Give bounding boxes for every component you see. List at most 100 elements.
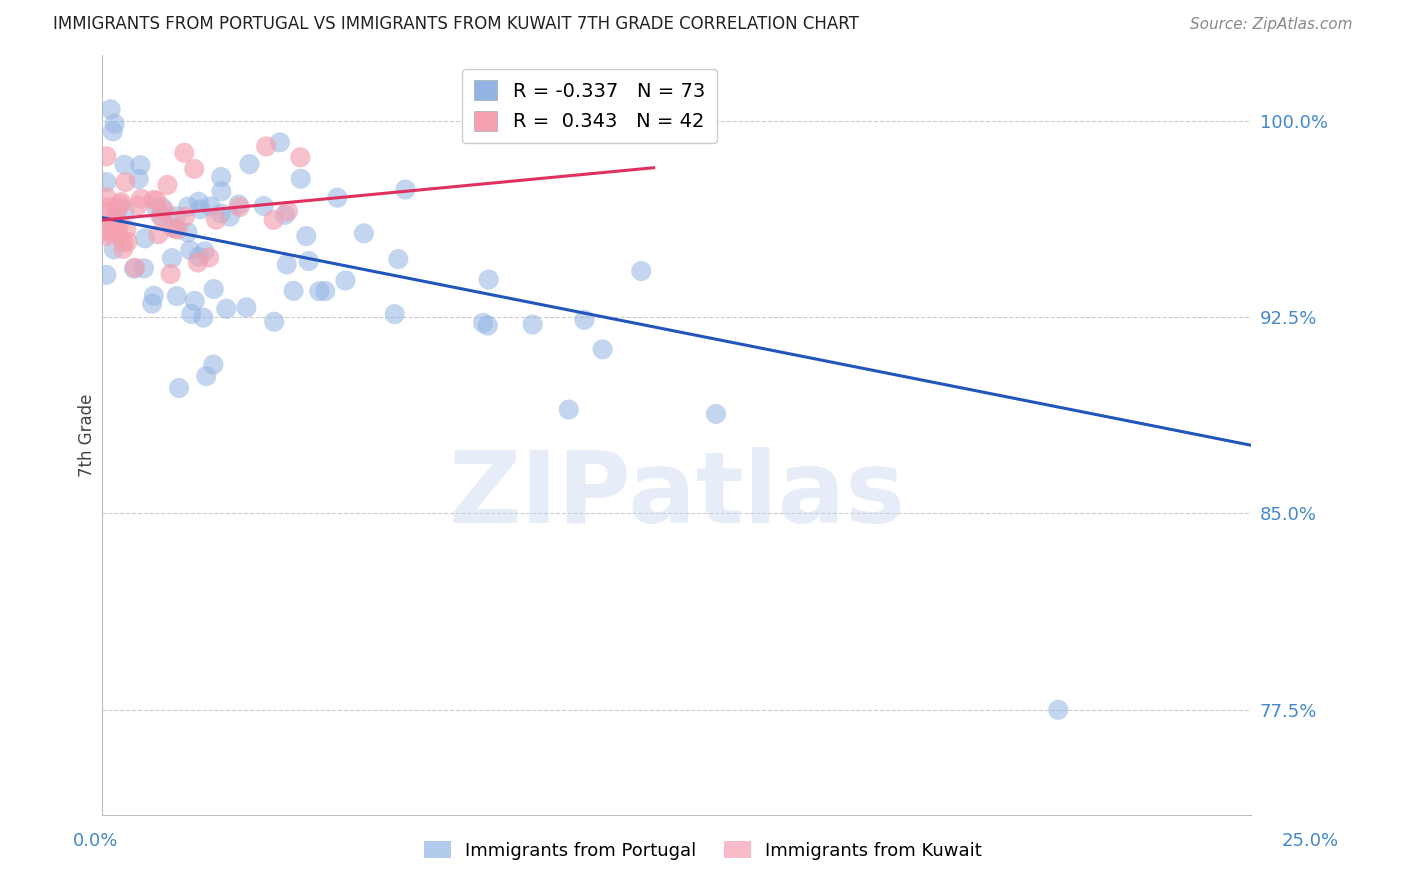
- Point: [96, 200, 118, 214]
- Point: [277, 204, 299, 219]
- Point: [235, 301, 257, 315]
- Point: [96, 175, 118, 189]
- Point: [149, 210, 172, 224]
- Point: [295, 229, 318, 244]
- Point: [592, 343, 614, 357]
- Point: [142, 288, 165, 302]
- Point: [353, 227, 375, 241]
- Point: [96, 206, 118, 220]
- Point: [202, 282, 225, 296]
- Point: [134, 231, 156, 245]
- Point: [209, 169, 232, 184]
- Point: [193, 310, 215, 325]
- Point: [96, 229, 118, 244]
- Point: [187, 194, 209, 209]
- Point: [630, 264, 652, 278]
- Point: [253, 199, 276, 213]
- Point: [105, 204, 128, 219]
- Point: [254, 139, 277, 153]
- Point: [218, 210, 240, 224]
- Point: [228, 197, 250, 211]
- Point: [107, 201, 129, 215]
- Point: [394, 182, 416, 196]
- Point: [96, 225, 118, 239]
- Point: [129, 158, 152, 172]
- Point: [114, 158, 136, 172]
- Point: [159, 267, 181, 281]
- Point: [108, 197, 131, 211]
- Point: [290, 150, 312, 164]
- Point: [114, 175, 136, 189]
- Point: [165, 221, 187, 235]
- Point: [145, 201, 167, 215]
- Point: [160, 251, 183, 265]
- Point: [103, 243, 125, 257]
- Point: [132, 261, 155, 276]
- Legend: Immigrants from Portugal, Immigrants from Kuwait: Immigrants from Portugal, Immigrants fro…: [416, 834, 990, 867]
- Point: [190, 202, 212, 217]
- Point: [263, 213, 285, 227]
- Point: [283, 284, 305, 298]
- Point: [100, 103, 122, 117]
- Point: [194, 244, 217, 259]
- Point: [183, 293, 205, 308]
- Point: [205, 212, 228, 227]
- Point: [276, 257, 298, 271]
- Point: [165, 210, 187, 224]
- Point: [179, 244, 201, 258]
- Point: [114, 203, 136, 218]
- Point: [166, 289, 188, 303]
- Point: [96, 149, 118, 163]
- Text: Source: ZipAtlas.com: Source: ZipAtlas.com: [1189, 18, 1353, 32]
- Point: [129, 192, 152, 206]
- Point: [117, 235, 139, 249]
- Point: [198, 251, 221, 265]
- Point: [274, 208, 297, 222]
- Point: [96, 190, 118, 204]
- Y-axis label: 7th Grade: 7th Grade: [79, 393, 96, 476]
- Point: [176, 226, 198, 240]
- Point: [574, 313, 596, 327]
- Text: IMMIGRANTS FROM PORTUGAL VS IMMIGRANTS FROM KUWAIT 7TH GRADE CORRELATION CHART: IMMIGRANTS FROM PORTUGAL VS IMMIGRANTS F…: [53, 15, 859, 33]
- Point: [335, 273, 357, 287]
- Point: [558, 402, 581, 417]
- Point: [215, 301, 238, 316]
- Point: [153, 204, 176, 219]
- Point: [124, 260, 146, 275]
- Point: [308, 284, 330, 298]
- Point: [96, 223, 118, 237]
- Point: [209, 206, 232, 220]
- Point: [107, 221, 129, 235]
- Point: [152, 201, 174, 215]
- Point: [238, 157, 260, 171]
- Point: [195, 369, 218, 384]
- Point: [478, 272, 501, 286]
- Point: [1047, 703, 1070, 717]
- Point: [477, 318, 499, 333]
- Point: [166, 222, 188, 236]
- Point: [162, 220, 184, 235]
- Point: [200, 199, 222, 213]
- Point: [96, 219, 118, 234]
- Point: [522, 318, 544, 332]
- Point: [107, 227, 129, 241]
- Text: 25.0%: 25.0%: [1282, 831, 1339, 849]
- Point: [104, 214, 127, 228]
- Legend: R = -0.337   N = 73, R =  0.343   N = 42: R = -0.337 N = 73, R = 0.343 N = 42: [463, 69, 717, 143]
- Point: [314, 284, 336, 298]
- Point: [167, 381, 190, 395]
- Point: [263, 315, 285, 329]
- Point: [173, 210, 195, 224]
- Point: [112, 242, 135, 256]
- Point: [173, 145, 195, 160]
- Point: [183, 161, 205, 176]
- Point: [101, 124, 124, 138]
- Point: [112, 235, 135, 249]
- Point: [228, 200, 250, 214]
- Point: [387, 252, 409, 266]
- Point: [180, 307, 202, 321]
- Point: [141, 296, 163, 310]
- Point: [187, 255, 209, 269]
- Point: [115, 222, 138, 236]
- Point: [122, 261, 145, 276]
